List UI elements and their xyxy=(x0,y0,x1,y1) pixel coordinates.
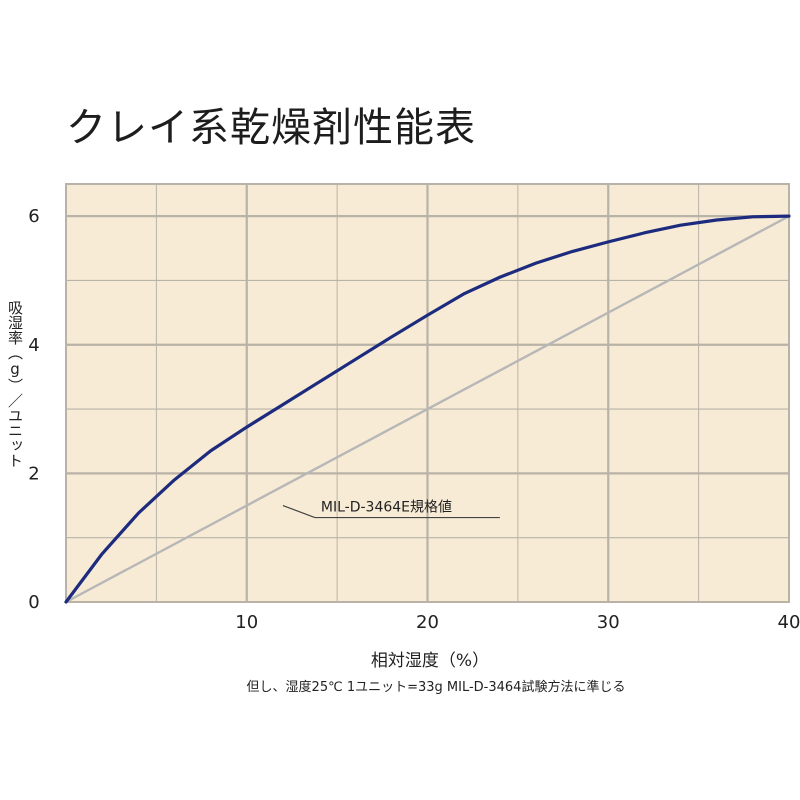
y-axis-label: 吸湿率（g）／ユニット xyxy=(6,300,24,468)
x-tick-label: 40 xyxy=(778,612,800,633)
clay-curve xyxy=(64,214,791,604)
chart-title: クレイ系乾燥剤性能表 xyxy=(66,105,476,151)
spec-annotation-label: MIL-D-3464E規格値 xyxy=(321,500,452,516)
x-axis-label: 相対湿度（%） xyxy=(370,651,490,671)
x-tick-label: 30 xyxy=(597,612,620,633)
y-tick-label: 2 xyxy=(28,463,39,484)
spec-line xyxy=(64,214,791,604)
x-tick-label: 10 xyxy=(235,612,258,633)
y-tick-label: 4 xyxy=(28,335,39,356)
x-tick-label: 20 xyxy=(416,612,439,633)
y-tick-label: 6 xyxy=(28,206,39,227)
annotation-leader xyxy=(282,504,316,519)
y-tick-label: 0 xyxy=(28,592,39,613)
chart-note: 但し、湿度25℃ 1ユニット=33g MIL-D-3464試験方法に準じる xyxy=(246,680,626,695)
